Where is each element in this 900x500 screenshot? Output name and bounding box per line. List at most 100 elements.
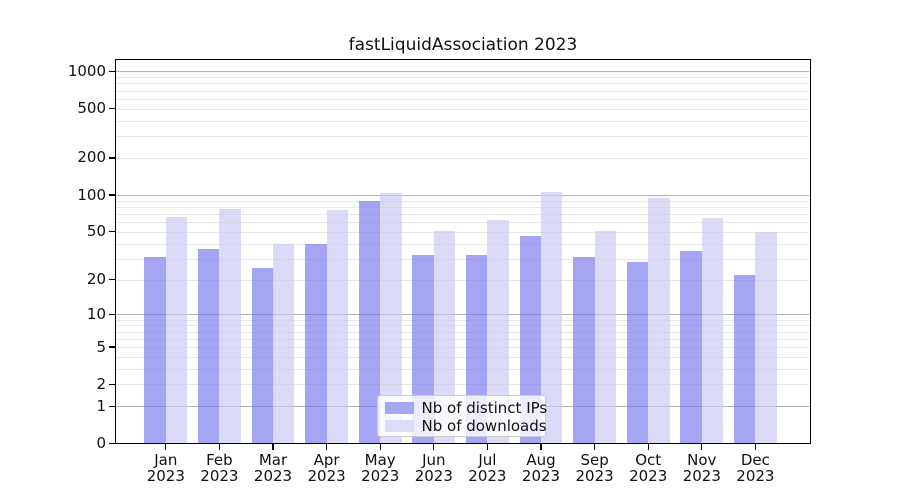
- x-axis-tick-mark: [647, 444, 649, 450]
- gridline-minor: [116, 90, 809, 92]
- gridline-minor: [116, 98, 809, 100]
- gridline-major: [116, 71, 809, 73]
- x-axis-tick-label: Jun 2023: [414, 451, 453, 485]
- bar-distinct-ips: [680, 250, 702, 443]
- y-axis-tick-label: 500: [77, 99, 106, 118]
- x-axis-tick-mark: [165, 444, 167, 450]
- bar-distinct-ips: [358, 200, 381, 443]
- x-axis-tick-mark: [272, 444, 274, 450]
- x-axis-tick-label: Jan 2023: [146, 451, 185, 485]
- x-axis-tick-label: Sep 2023: [575, 451, 614, 485]
- x-axis-tick-mark: [701, 444, 703, 450]
- bar-downloads: [594, 230, 616, 443]
- bar-downloads: [701, 217, 724, 443]
- bar-downloads: [541, 192, 563, 443]
- gridline-minor: [116, 231, 809, 233]
- bar-distinct-ips: [251, 268, 273, 443]
- x-axis-tick-label: Oct 2023: [629, 451, 668, 485]
- y-axis-tick-label: 1000: [67, 61, 106, 80]
- gridline-minor: [116, 325, 809, 327]
- bar-distinct-ips: [734, 274, 756, 443]
- y-axis-tick-mark: [109, 383, 115, 385]
- legend-swatch-downloads: [384, 420, 414, 433]
- legend-item: Nb of distinct IPs: [384, 398, 548, 418]
- bar-downloads: [487, 219, 509, 443]
- y-axis-tick-mark: [109, 313, 115, 316]
- legend-label: Nb of downloads: [421, 417, 547, 436]
- y-axis-tick-mark: [109, 108, 115, 110]
- x-axis-tick-label: Mar 2023: [253, 451, 293, 485]
- x-axis-tick-label: Feb 2023: [200, 451, 239, 485]
- gridline-minor: [116, 347, 809, 348]
- gridline-minor: [116, 157, 809, 159]
- x-axis-tick-label: Apr 2023: [307, 451, 346, 485]
- x-axis-tick-mark: [326, 444, 328, 450]
- y-axis-tick-mark: [109, 278, 115, 281]
- gridline-minor: [116, 319, 809, 321]
- x-axis-tick-label: Aug 2023: [521, 451, 561, 485]
- gridline-minor: [116, 77, 809, 79]
- x-axis-tick-mark: [486, 444, 489, 450]
- y-axis-tick-label: 50: [86, 222, 106, 241]
- bar-distinct-ips: [573, 256, 595, 443]
- y-axis-tick-label: 200: [77, 148, 106, 167]
- bar-distinct-ips: [198, 249, 220, 443]
- y-axis-tick-label: 5: [96, 337, 106, 356]
- bar-distinct-ips: [305, 243, 327, 443]
- bar-downloads: [273, 243, 295, 443]
- legend-item: Nb of downloads: [384, 417, 547, 436]
- legend-label: Nb of distinct IPs: [421, 398, 548, 417]
- legend: Nb of distinct IPs Nb of downloads: [376, 394, 548, 437]
- y-axis-tick-label: 1: [96, 396, 106, 415]
- y-axis-tick-mark: [109, 442, 115, 445]
- x-axis-tick-mark: [594, 444, 596, 450]
- y-axis-tick-label: 2: [96, 374, 106, 393]
- chart-title: fastLiquidAssociation 2023: [348, 35, 578, 55]
- y-axis-tick-mark: [109, 346, 115, 348]
- legend-swatch-distinct-ips: [384, 401, 414, 414]
- bar-distinct-ips: [519, 236, 541, 443]
- y-axis-tick-mark: [109, 70, 115, 73]
- gridline-major: [116, 314, 809, 316]
- x-axis-tick-mark: [540, 444, 542, 450]
- bar-distinct-ips: [626, 262, 649, 443]
- gridline-minor: [116, 384, 809, 386]
- y-axis-tick-label: 100: [77, 185, 106, 204]
- gridline-major: [116, 195, 809, 196]
- gridline-minor: [116, 213, 809, 215]
- gridline-minor: [116, 120, 809, 122]
- gridline-minor: [116, 136, 809, 138]
- x-axis-tick-label: Jul 2023: [468, 451, 507, 485]
- gridline-minor: [116, 108, 809, 110]
- gridline-minor: [116, 200, 809, 202]
- x-axis-tick-mark: [754, 444, 757, 450]
- y-axis-tick-mark: [109, 405, 115, 407]
- y-axis-tick-label: 20: [86, 270, 106, 288]
- y-axis-tick-label: 10: [86, 304, 106, 323]
- gridline-minor: [116, 258, 809, 260]
- bar-downloads: [326, 209, 348, 443]
- gridline-minor: [116, 356, 809, 358]
- bar-downloads: [433, 230, 456, 443]
- x-axis-tick-label: Dec 2023: [736, 451, 775, 485]
- y-axis-tick-mark: [109, 194, 115, 196]
- gridline-minor: [116, 279, 809, 281]
- y-axis-tick-label: 0: [96, 434, 106, 452]
- x-axis-tick-label: May 2023: [361, 451, 400, 485]
- gridline-minor: [116, 206, 809, 208]
- bar-downloads: [380, 193, 402, 443]
- gridline-minor: [116, 368, 809, 370]
- y-axis-tick-mark: [109, 157, 115, 159]
- x-axis-tick-mark: [379, 444, 381, 450]
- bar-downloads: [755, 231, 777, 443]
- gridline-minor: [116, 243, 809, 245]
- bar-distinct-ips: [144, 256, 166, 443]
- gridline-minor: [116, 331, 809, 333]
- gridline-minor: [116, 338, 809, 340]
- x-axis-tick-label: Nov 2023: [682, 451, 721, 485]
- bar-downloads: [648, 197, 670, 443]
- y-axis-tick-mark: [109, 231, 115, 233]
- x-axis-tick-mark: [218, 444, 221, 450]
- bar-downloads: [219, 208, 241, 443]
- gridline-minor: [116, 222, 809, 224]
